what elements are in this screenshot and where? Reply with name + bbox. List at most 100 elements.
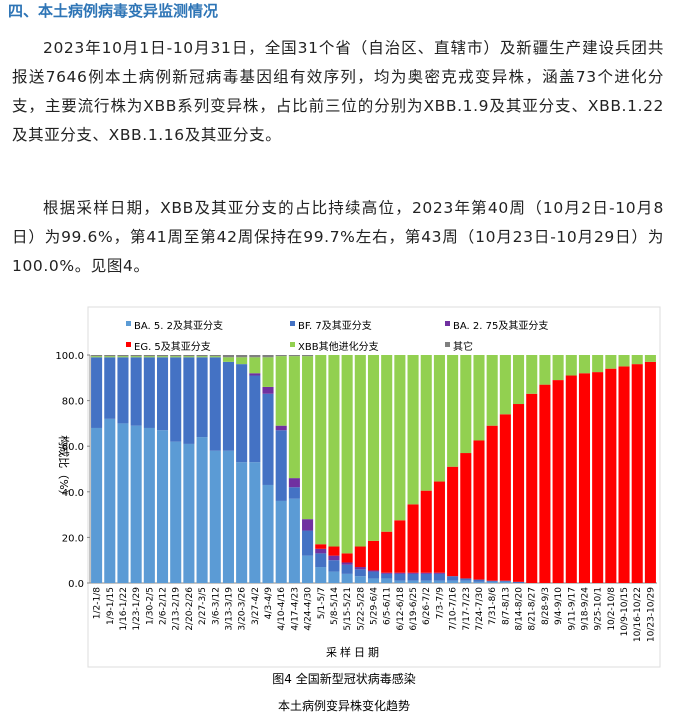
bar-segment — [407, 572, 419, 574]
bar-segment — [341, 553, 353, 563]
bar-segment — [130, 357, 142, 426]
bar-segment — [275, 430, 287, 501]
bar-segment — [302, 519, 314, 531]
bar-segment — [407, 573, 419, 581]
y-tick-label: 20.0 — [62, 533, 84, 544]
bar-segment — [341, 564, 353, 574]
bar-segment — [381, 531, 393, 573]
x-tick-label: 6/26-7/2 — [422, 587, 432, 625]
section-heading: 四、本土病例病毒变异监测情况 — [8, 2, 219, 20]
bar-segment — [420, 580, 432, 583]
bar-segment — [367, 578, 380, 583]
bar-segment — [473, 355, 485, 441]
bar-segment — [236, 355, 248, 358]
x-tick-label: 8/28-9/3 — [541, 587, 551, 625]
bar-segment — [143, 357, 155, 428]
x-tick-label: 7/17-7/23 — [462, 587, 472, 631]
legend-label: EG. 5及其亚分支 — [134, 341, 211, 353]
bar-segment — [170, 356, 182, 358]
bar-segment — [354, 567, 366, 570]
bar-segment — [486, 355, 498, 426]
bar-segment — [618, 366, 630, 583]
legend-swatch — [126, 342, 131, 347]
bar-segment — [91, 356, 103, 358]
bar-segment — [460, 578, 472, 581]
x-tick-label: 5/1-5/7 — [317, 587, 327, 619]
bar-segment — [407, 355, 419, 505]
bar-segment — [420, 573, 432, 581]
bar-segment — [328, 571, 340, 583]
x-tick-label: 7/10-7/16 — [449, 587, 459, 631]
bar-segment — [156, 430, 169, 583]
bar-segment — [578, 355, 591, 374]
bar-segment — [104, 355, 116, 357]
paragraph: 根据采样日期，XBB及其亚分支的占比持续高位，2023年第40周（10月2日-1… — [12, 199, 664, 275]
x-tick-label: 1/9-1/15 — [106, 587, 116, 625]
bar-segment — [236, 462, 248, 583]
x-tick-label: 10/16-10/22 — [633, 587, 643, 642]
bar-segment — [315, 355, 327, 545]
bar-segment — [196, 355, 208, 357]
bar-segment — [447, 580, 459, 583]
bar-segment — [394, 520, 406, 573]
bar-segment — [605, 368, 617, 583]
bar-segment — [499, 580, 511, 582]
x-tick-label: 4/10-4/16 — [277, 587, 287, 631]
bar-segment — [249, 357, 261, 374]
bar-segment — [156, 357, 169, 431]
bar-segment — [367, 571, 380, 579]
bar-segment — [183, 356, 195, 358]
x-tick-label: 3/27-4/2 — [251, 587, 261, 625]
bar-segment — [117, 423, 129, 583]
bar-segment — [262, 355, 274, 358]
bar-segment — [236, 364, 248, 463]
bar-segment — [249, 355, 261, 358]
x-tick-label: 10/2-10/8 — [607, 587, 617, 631]
legend-label: BA. 5. 2及其亚分支 — [134, 320, 223, 332]
bar-segment — [486, 581, 498, 583]
bar-segment — [315, 548, 327, 554]
bar-segment — [354, 546, 366, 568]
bar-segment — [631, 355, 643, 365]
bar-segment — [433, 355, 445, 482]
bar-segment — [513, 581, 525, 583]
legend-label: BA. 2. 75及其亚分支 — [453, 320, 548, 332]
bar-segment — [209, 355, 221, 357]
bar-segment — [486, 425, 498, 581]
legend-label: 其它 — [453, 340, 473, 353]
x-tick-label: 1/2-1/8 — [93, 587, 103, 619]
bar-segment — [420, 490, 432, 573]
bar-segment — [91, 357, 103, 428]
bar-segment — [367, 355, 380, 541]
x-tick-label: 9/11-9/17 — [567, 587, 577, 631]
bar-segment — [473, 440, 485, 580]
bar-segment — [302, 356, 314, 520]
bar-segment — [262, 386, 274, 394]
bar-segment — [499, 581, 511, 583]
bar-segment — [407, 504, 419, 573]
bar-segment — [222, 361, 234, 451]
bar-segment — [249, 375, 261, 463]
x-tick-label: 4/17-4/23 — [290, 587, 300, 631]
bar-segment — [499, 414, 511, 581]
bar-segment — [222, 355, 234, 358]
bar-segment — [447, 576, 459, 581]
legend-swatch — [290, 342, 295, 347]
bar-segment — [328, 355, 340, 547]
bar-segment — [104, 356, 116, 358]
bar-segment — [170, 441, 182, 583]
bar-segment — [130, 425, 142, 583]
bar-segment — [196, 437, 208, 583]
bar-segment — [156, 355, 169, 357]
bar-segment — [565, 375, 577, 583]
x-tick-label: 8/7-8/13 — [501, 587, 511, 625]
bar-segment — [354, 576, 366, 583]
bar-segment — [104, 357, 116, 419]
bar-segment — [447, 355, 459, 467]
legend-label: XBB其他进化分支 — [298, 340, 379, 353]
bar-segment — [381, 355, 393, 532]
bar-segment — [222, 450, 234, 583]
bar-segment — [460, 453, 472, 579]
bar-segment — [91, 427, 103, 583]
